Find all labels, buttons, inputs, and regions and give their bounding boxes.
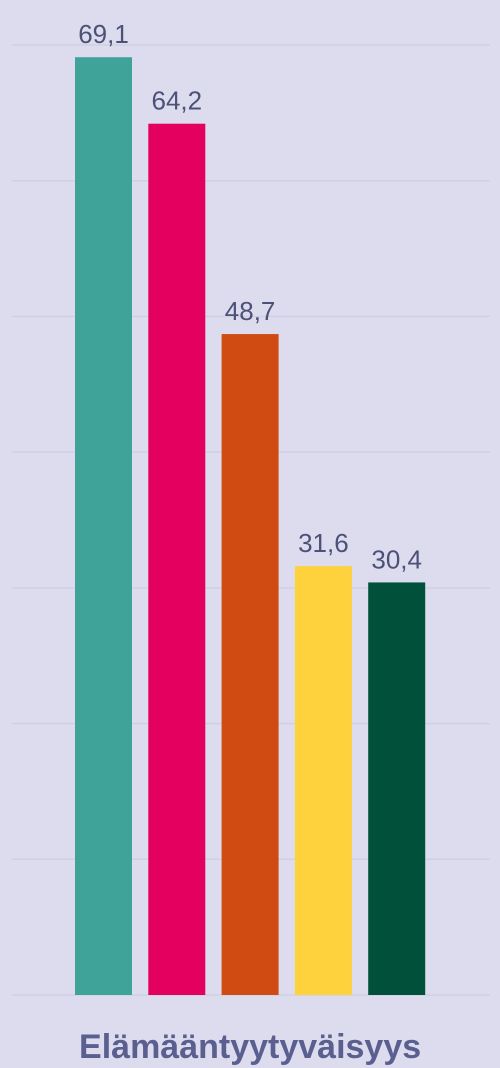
- bar: [221, 334, 279, 996]
- bar: [368, 582, 426, 995]
- data-label: 30,4: [371, 544, 422, 574]
- bar: [294, 566, 352, 995]
- data-label: 31,6: [298, 528, 349, 558]
- data-label: 48,7: [225, 296, 276, 326]
- x-tick-label: Elämääntyytyväisyys: [79, 1028, 421, 1066]
- bar: [148, 123, 206, 995]
- bar: [75, 57, 132, 995]
- data-label: 64,2: [151, 86, 202, 116]
- data-label: 69,1: [78, 19, 129, 49]
